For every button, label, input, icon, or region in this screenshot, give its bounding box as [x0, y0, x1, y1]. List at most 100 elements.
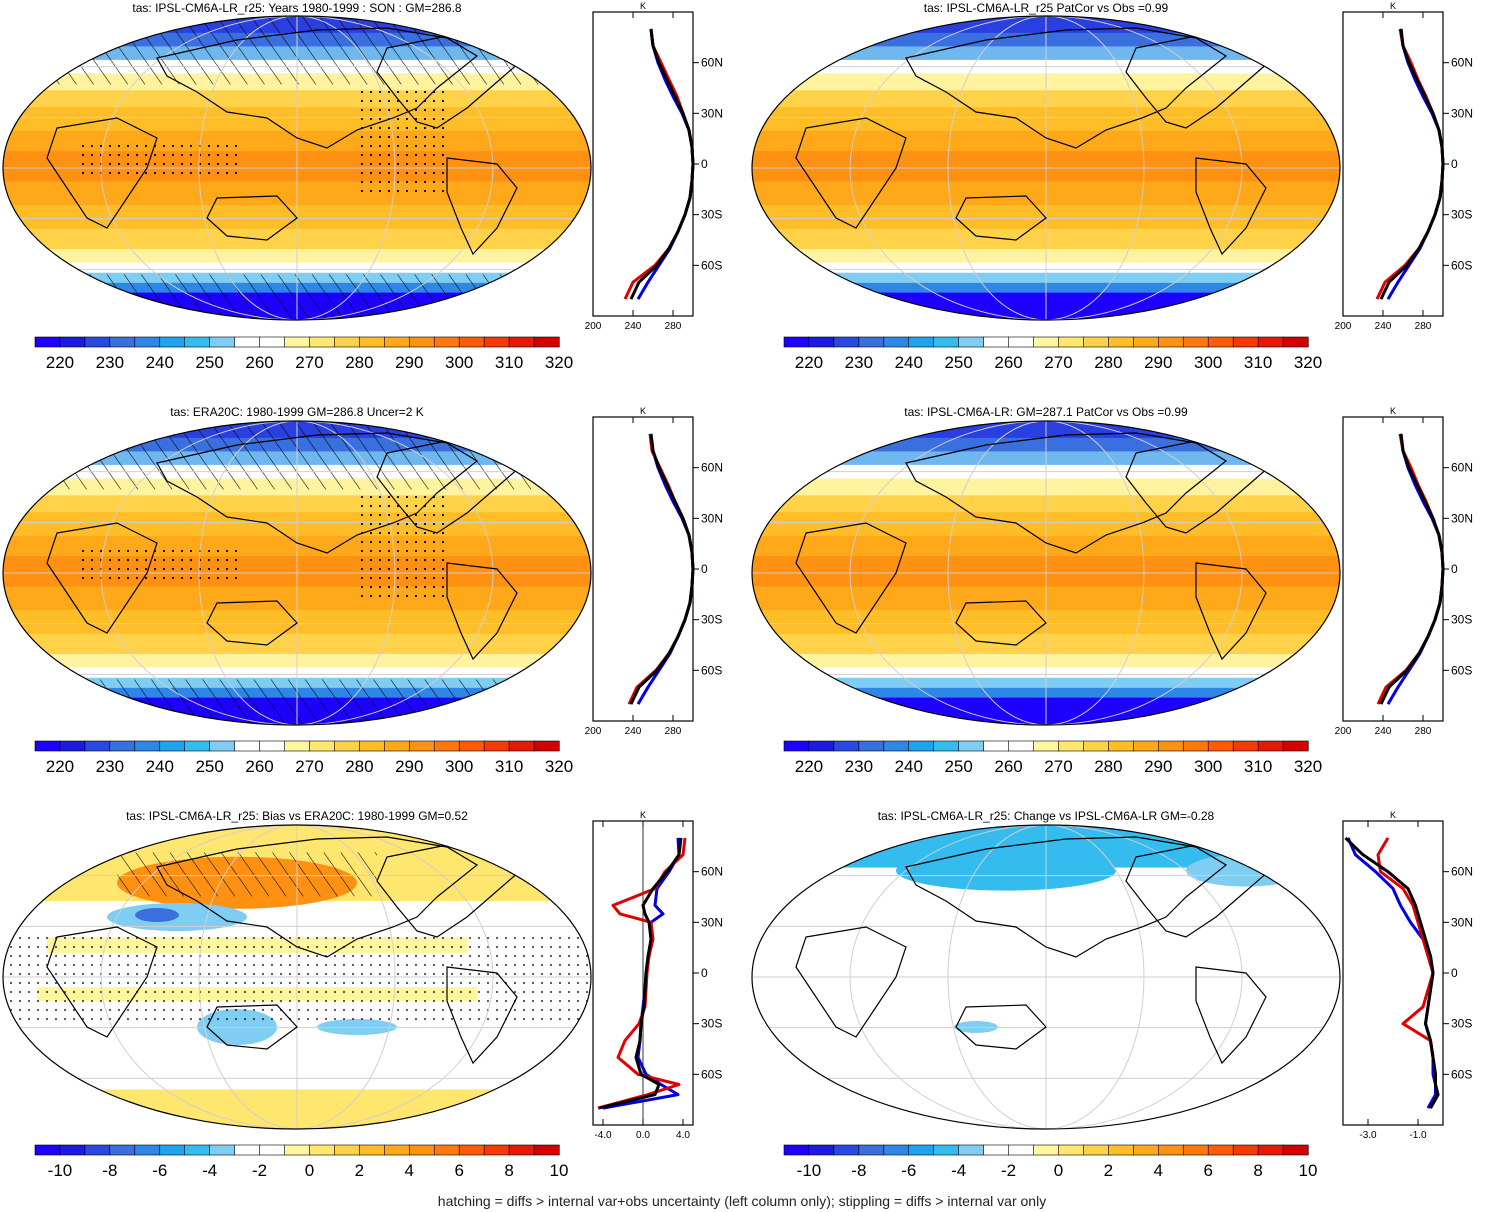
colorbar: 220 230 240 250 260 270 280 290 300 310 320 — [34, 740, 573, 776]
colorbar-box — [34, 1144, 61, 1156]
lat-tick-label: 30N — [701, 106, 723, 120]
panel-title: tas: IPSL-CM6A-LR_r25: Change vs IPSL-CM… — [878, 809, 1215, 823]
colorbar-tick-label: 320 — [545, 757, 573, 776]
colorbar-box — [533, 740, 560, 752]
colorbar-tick-label: 300 — [1194, 353, 1222, 372]
lat-tick-label: 30N — [1451, 915, 1473, 929]
colorbar-box — [134, 336, 161, 348]
x-tick-label: 0.0 — [636, 1130, 650, 1141]
lat-tick-label: 30N — [1451, 511, 1473, 525]
x-tick-label: 280 — [665, 321, 682, 332]
colorbar-box — [84, 336, 111, 348]
coastline — [905, 27, 1228, 149]
meridian-line — [100, 16, 298, 320]
colorbar-box — [983, 740, 1010, 752]
colorbar-box — [833, 336, 860, 348]
colorbar-box — [783, 740, 810, 752]
colorbar-box — [1008, 740, 1035, 752]
coastline — [46, 522, 158, 634]
colorbar-box — [1232, 336, 1259, 348]
colorbar-box — [808, 740, 835, 752]
meridian-line — [947, 421, 1047, 725]
colorbar-tick-label: 6 — [1203, 1161, 1212, 1180]
map-border — [2, 824, 592, 1130]
colorbar-tick-label: 240 — [146, 757, 174, 776]
footer-note: hatching = diffs > internal var+obs unce… — [438, 1193, 1046, 1209]
stippling — [357, 88, 447, 198]
coastline — [1195, 157, 1267, 256]
colorbar-box — [309, 1144, 336, 1156]
colorbar-box — [1033, 336, 1060, 348]
zonal-unit-label: K — [1390, 1, 1396, 11]
colorbar-tick-label: 4 — [405, 1161, 414, 1180]
colorbar-box — [184, 740, 211, 752]
colorbar-box — [1108, 740, 1134, 752]
coastline — [446, 157, 518, 256]
colorbar-box — [883, 740, 910, 752]
colorbar-box — [508, 740, 535, 752]
meridian-line — [296, 421, 396, 725]
colorbar-box — [334, 336, 360, 348]
colorbar-box — [508, 336, 535, 348]
colorbar-box — [1232, 1144, 1259, 1156]
coastline — [955, 600, 1047, 646]
x-tick-label: 280 — [1415, 321, 1432, 332]
colorbar-box — [458, 336, 485, 348]
zonal-unit-label: K — [640, 406, 646, 416]
colorbar-box — [284, 740, 311, 752]
colorbar-box — [933, 336, 960, 348]
colorbar-box — [808, 336, 835, 348]
meridian-line — [947, 16, 1047, 320]
map-border — [2, 15, 592, 321]
coastline — [206, 1004, 298, 1050]
coastline — [955, 1004, 1047, 1050]
colorbar-box — [533, 336, 560, 348]
colorbar-box — [833, 740, 860, 752]
coastline — [905, 432, 1228, 554]
colorbar-box — [1083, 336, 1109, 348]
colorbar-tick-label: 0 — [305, 1161, 314, 1180]
panel-era20c: tas: ERA20C: 1980-1999 GM=286.8 Uncer=2 … — [2, 405, 723, 776]
colorbar-box — [433, 1144, 460, 1156]
colorbar-box — [1157, 1144, 1184, 1156]
colorbar-box — [858, 1144, 885, 1156]
colorbar-box — [808, 1144, 835, 1156]
zonal-unit-label: K — [640, 1, 646, 11]
colorbar-tick-label: 280 — [1094, 353, 1122, 372]
colorbar-tick-label: 290 — [1144, 757, 1172, 776]
lat-tick-label: 60N — [701, 865, 723, 879]
colorbar-box — [1257, 740, 1284, 752]
colorbar-box — [908, 740, 935, 752]
colorbar-box — [1133, 1144, 1159, 1156]
colorbar-tick-label: 270 — [1044, 757, 1072, 776]
colorbar-box — [958, 740, 985, 752]
meridian-line — [849, 825, 1047, 1129]
colorbar-tick-label: 220 — [46, 353, 74, 372]
colorbar-tick-label: 280 — [345, 757, 373, 776]
colorbar-box — [334, 1144, 360, 1156]
colorbar-tick-label: 8 — [1253, 1161, 1262, 1180]
colorbar-box — [1133, 336, 1159, 348]
colorbar-box — [1257, 336, 1284, 348]
colorbar-tick-label: 300 — [445, 353, 473, 372]
colorbar-box — [384, 740, 410, 752]
colorbar-box — [1058, 740, 1085, 752]
lat-tick-label: 0 — [1451, 966, 1458, 980]
meridian-line — [100, 825, 298, 1129]
colorbar-box — [1008, 1144, 1035, 1156]
zonal-mean-plot: K 60N 30N 0 30S 60S 200 240 280 — [1335, 406, 1473, 737]
colorbar-tick-label: 240 — [895, 353, 923, 372]
stippling — [357, 493, 447, 603]
map — [751, 420, 1341, 726]
colorbar-tick-label: 2 — [1104, 1161, 1113, 1180]
lat-tick-label: 60S — [701, 258, 722, 272]
panel-title: tas: IPSL-CM6A-LR: GM=287.1 PatCor vs Ob… — [904, 405, 1188, 419]
colorbar-tick-label: 290 — [395, 757, 423, 776]
panel-model-climatology: tas: IPSL-CM6A-LR_r25: Years 1980-1999 :… — [2, 1, 723, 372]
panel-bias: tas: IPSL-CM6A-LR_r25: Bias vs ERA20C: 1… — [2, 809, 723, 1180]
coastline — [795, 926, 907, 1038]
colorbar-box — [259, 1144, 286, 1156]
colorbar-box — [1257, 1144, 1284, 1156]
series-line-ensemble — [598, 837, 683, 1110]
colorbar-tick-label: 320 — [1294, 757, 1322, 776]
